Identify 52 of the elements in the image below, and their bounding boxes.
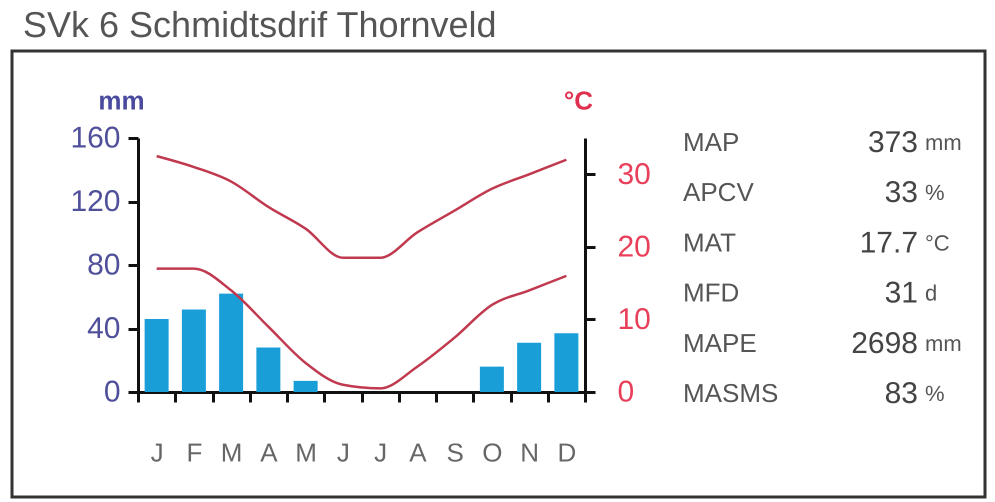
y2-axis-title: °C [564, 86, 594, 116]
text: 33 [884, 176, 918, 210]
text: 17.7 [860, 226, 918, 260]
text: d [925, 280, 938, 306]
x-tick-label: A [409, 438, 428, 468]
x-tick-label: F [186, 438, 202, 468]
y-tick-label: 80 [87, 248, 120, 282]
text: MAT [683, 227, 736, 258]
y-tick-label: 0 [104, 376, 120, 408]
y2-tick-label: 10 [618, 302, 651, 336]
y-tick-label: 40 [87, 312, 120, 345]
text: 373 [868, 126, 918, 159]
y2-tick-label: 30 [618, 158, 651, 191]
text: MAP [683, 127, 740, 157]
text: mm [925, 330, 962, 356]
x-tick-label: S [446, 438, 464, 468]
text: % [925, 180, 945, 206]
text: °C [925, 230, 950, 256]
x-tick-label: J [150, 438, 164, 468]
text: 83 [884, 377, 918, 410]
y-tick-label: 120 [70, 185, 120, 218]
x-tick-label: O [482, 438, 502, 468]
text: APCV [683, 177, 754, 208]
bar [517, 342, 542, 392]
bar [294, 380, 318, 392]
text: 31 [884, 276, 918, 310]
text: mm [925, 130, 962, 155]
bar [256, 348, 280, 392]
text: % [925, 381, 945, 406]
text: 2698 [851, 326, 918, 360]
y2-tick-label: 20 [618, 230, 651, 264]
x-tick-label: J [336, 438, 350, 468]
x-tick-label: D [557, 438, 576, 468]
bar [480, 366, 504, 392]
text: MASMS [683, 378, 778, 408]
bar [182, 309, 206, 392]
y-tick-label: 160 [70, 122, 120, 154]
line-series [155, 154, 568, 259]
bar [219, 294, 244, 392]
y2-tick-label: 0 [618, 376, 634, 408]
x-tick-label: M [220, 438, 242, 468]
y-axis-title: mm [98, 86, 145, 116]
bar [554, 333, 578, 392]
line-series [155, 267, 568, 390]
chart-title: SVk 6 Schmidtsdrif Thornveld [23, 4, 497, 45]
x-tick-label: M [295, 438, 317, 468]
text: MAPE [683, 328, 757, 358]
x-tick-label: J [374, 438, 388, 468]
text: MFD [683, 278, 740, 308]
x-tick-label: N [520, 438, 540, 468]
bar [144, 318, 169, 392]
x-tick-label: A [260, 438, 278, 468]
